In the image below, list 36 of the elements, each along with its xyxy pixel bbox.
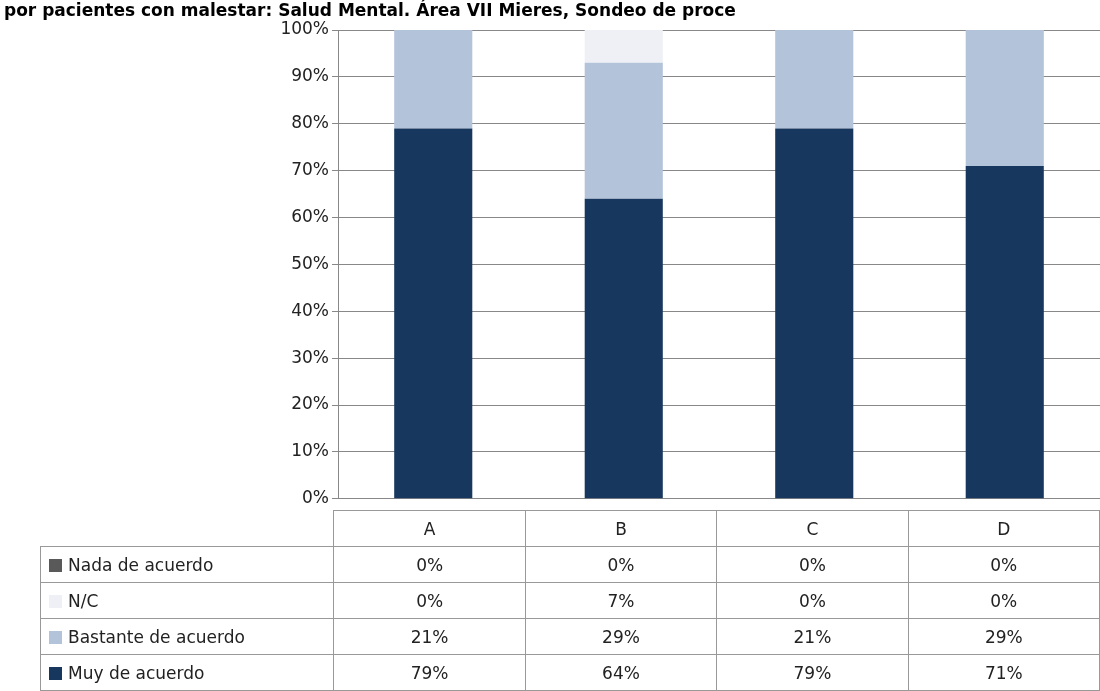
legend-label: Muy de acuerdo (40, 654, 334, 691)
data-label: 0% (333, 546, 526, 583)
y-tick-label: 20% (291, 393, 329, 414)
y-tick-label: 30% (291, 346, 329, 367)
data-label: 0% (333, 582, 526, 619)
data-label: 29% (908, 618, 1100, 655)
data-label: 0% (525, 546, 717, 583)
data-label: 71% (908, 654, 1100, 691)
data-label: 21% (333, 618, 526, 655)
data-label: 64% (525, 654, 717, 691)
y-tick-label: 10% (291, 440, 329, 461)
data-label: 79% (716, 654, 909, 691)
x-tick-label: D (908, 510, 1100, 547)
data-label: 21% (716, 618, 909, 655)
x-tick-label: B (525, 510, 717, 547)
data-label: 0% (908, 582, 1100, 619)
y-tick-label: 60% (291, 205, 329, 226)
data-label: 29% (525, 618, 717, 655)
legend-label: Nada de acuerdo (40, 546, 334, 583)
y-tick-label: 50% (291, 252, 329, 273)
y-tick-label: 0% (302, 487, 329, 508)
data-label: 0% (716, 546, 909, 583)
data-label: 0% (908, 546, 1100, 583)
legend-label: Bastante de acuerdo (40, 618, 334, 655)
legend-label: N/C (40, 582, 334, 619)
data-label: 7% (525, 582, 717, 619)
y-tick-label: 70% (291, 159, 329, 180)
data-label: 0% (716, 582, 909, 619)
data-label: 79% (333, 654, 526, 691)
y-tick-label: 80% (291, 112, 329, 133)
x-tick-label: C (716, 510, 909, 547)
y-tick-label: 100% (280, 18, 329, 39)
x-tick-label: A (333, 510, 526, 547)
y-tick-label: 90% (291, 65, 329, 86)
chart-title: por pacientes con malestar: Salud Mental. Área VII Mieres, Sondeo de proce (4, 0, 736, 20)
y-tick-label: 40% (291, 299, 329, 320)
